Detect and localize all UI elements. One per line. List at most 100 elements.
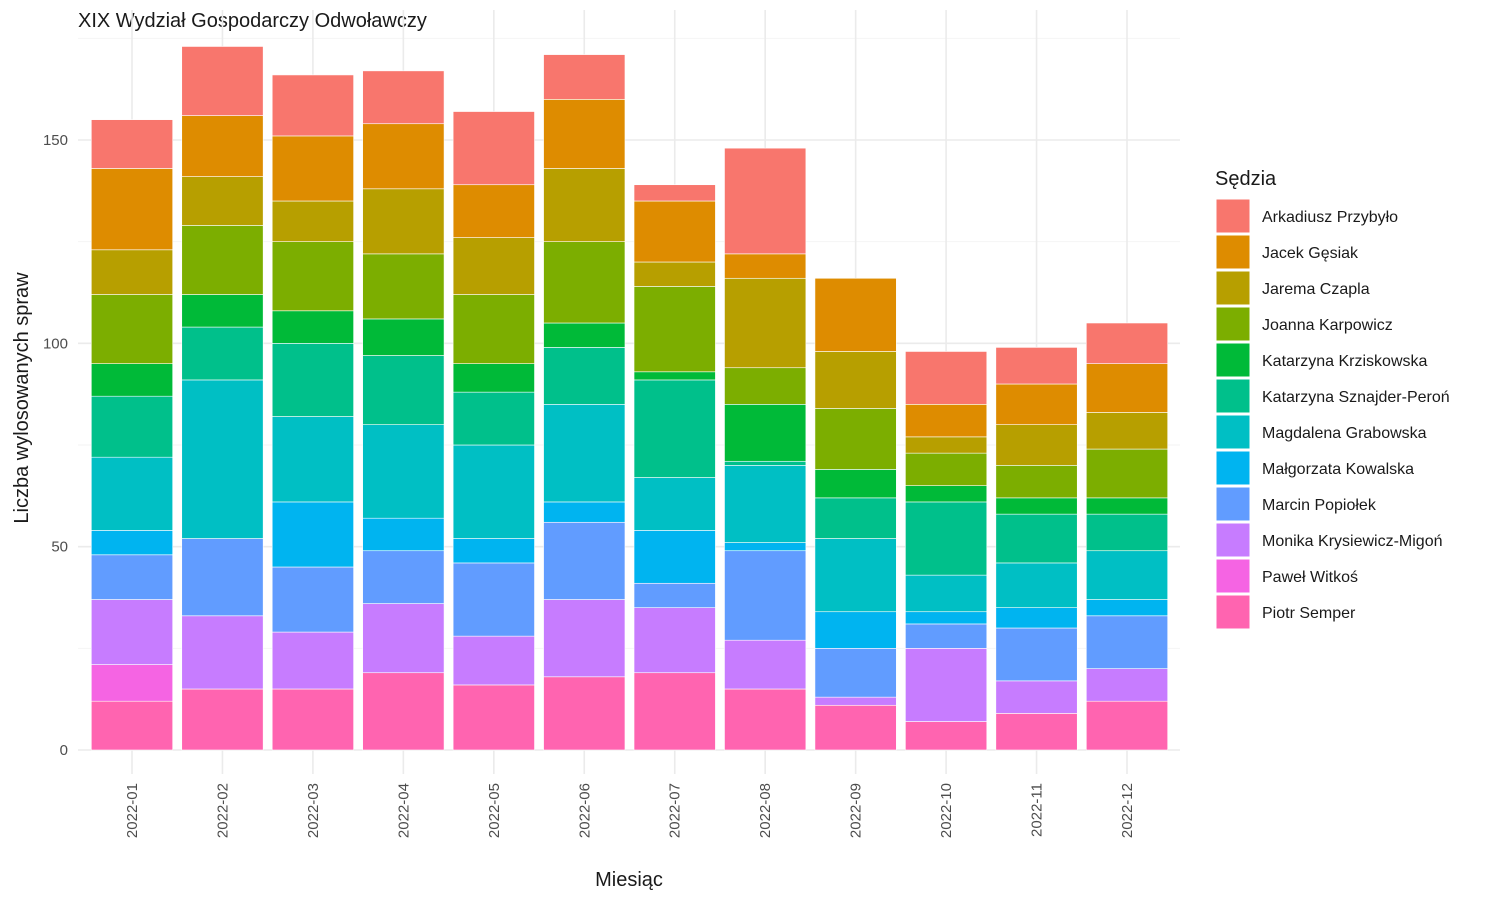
- bar-segment: [362, 123, 445, 190]
- bar-stack: [633, 184, 716, 751]
- bar-segment: [995, 713, 1078, 751]
- legend-label: Joanna Karpowicz: [1262, 317, 1393, 334]
- x-tick-label: 2022-07: [667, 783, 684, 838]
- bar-segment: [543, 99, 626, 169]
- bar-segment: [543, 54, 626, 100]
- bar-segment: [271, 501, 354, 568]
- bar-segment: [995, 347, 1078, 385]
- bar-segment: [724, 465, 807, 543]
- bar-segment: [452, 444, 535, 539]
- y-axis-title: Liczba wylosowanych spraw: [11, 272, 33, 524]
- bar-segment: [905, 611, 988, 625]
- y-tick-label: 50: [51, 539, 68, 556]
- bar-segment: [633, 371, 716, 381]
- bar-segment: [1085, 700, 1169, 751]
- bar-segment: [905, 648, 988, 722]
- bar-segment: [90, 700, 174, 751]
- bar-segment: [452, 562, 535, 637]
- bar-segment: [362, 672, 445, 751]
- bar-segment: [1085, 412, 1169, 450]
- bar-segment: [181, 176, 264, 226]
- bar-segment: [995, 383, 1078, 425]
- bar-segment: [724, 404, 807, 462]
- bars: [90, 46, 1169, 751]
- bar-stack: [543, 54, 626, 751]
- bar-segment: [1085, 615, 1169, 669]
- bar-segment: [905, 436, 988, 454]
- bar-stack: [724, 147, 807, 751]
- bar-segment: [362, 550, 445, 604]
- bar-segment: [271, 688, 354, 751]
- bar-segment: [181, 225, 264, 295]
- bar-segment: [271, 566, 354, 633]
- bar-segment: [814, 408, 897, 470]
- bar-segment: [452, 184, 535, 238]
- bar-stack: [452, 111, 535, 751]
- bar-segment: [362, 517, 445, 552]
- bar-segment: [633, 261, 716, 287]
- bar-segment: [814, 497, 897, 539]
- bar-segment: [724, 550, 807, 641]
- bar-segment: [724, 639, 807, 690]
- bar-segment: [905, 404, 988, 438]
- bar-segment: [181, 538, 264, 617]
- legend-item: Monika Krysiewicz-Migoń: [1215, 522, 1443, 558]
- bar-segment: [362, 318, 445, 356]
- bar-segment: [814, 538, 897, 613]
- bar-segment: [814, 351, 897, 409]
- legend-label: Jacek Gęsiak: [1262, 245, 1359, 262]
- bar-stack: [905, 351, 988, 751]
- bar-segment: [452, 237, 535, 295]
- bar-segment: [633, 477, 716, 531]
- bar-segment: [543, 501, 626, 523]
- bar-stack: [995, 347, 1078, 751]
- bar-segment: [724, 277, 807, 369]
- bar-segment: [90, 294, 174, 364]
- bar-segment: [1085, 550, 1169, 600]
- x-tick-label: 2022-02: [214, 783, 231, 838]
- bar-stack: [1085, 322, 1169, 751]
- bar-segment: [814, 611, 897, 649]
- x-tick-label: 2022-05: [486, 783, 503, 838]
- bar-segment: [905, 574, 988, 613]
- bar-segment: [543, 404, 626, 503]
- bar-segment: [905, 721, 988, 751]
- bar-segment: [452, 538, 535, 564]
- x-tick-label: 2022-03: [305, 783, 322, 838]
- legend-item: Jacek Gęsiak: [1215, 234, 1359, 270]
- bar-segment: [90, 554, 174, 600]
- bar-segment: [1085, 599, 1169, 617]
- legend-swatch: [1215, 594, 1251, 630]
- x-tick-label: 2022-01: [124, 783, 141, 838]
- bar-segment: [724, 688, 807, 751]
- bar-stack: [90, 119, 174, 751]
- bar-stack: [271, 74, 354, 751]
- bar-segment: [633, 530, 716, 584]
- legend-item: Magdalena Grabowska: [1215, 414, 1427, 450]
- bar-segment: [362, 188, 445, 255]
- bar-segment: [90, 456, 174, 531]
- bar-segment: [814, 277, 897, 352]
- legend-item: Arkadiusz Przybyło: [1215, 198, 1398, 234]
- x-tick-label: 2022-11: [1029, 783, 1046, 837]
- bar-segment: [90, 119, 174, 169]
- bar-segment: [905, 501, 988, 576]
- bar-segment: [995, 607, 1078, 629]
- legend-swatch: [1215, 522, 1251, 558]
- bar-segment: [362, 253, 445, 320]
- bar-segment: [995, 465, 1078, 499]
- y-tick-label: 150: [43, 132, 68, 149]
- bar-segment: [724, 367, 807, 405]
- bar-segment: [633, 607, 716, 674]
- legend-label: Marcin Popiołek: [1262, 497, 1377, 514]
- bar-segment: [271, 310, 354, 344]
- legend-item: Katarzyna Krziskowska: [1215, 342, 1427, 378]
- bar-segment: [633, 200, 716, 263]
- legend-label: Katarzyna Sznajder-Peroń: [1262, 389, 1450, 406]
- bar-segment: [271, 416, 354, 503]
- bar-segment: [724, 542, 807, 552]
- bar-segment: [995, 680, 1078, 714]
- bar-segment: [271, 200, 354, 242]
- bar-segment: [452, 111, 535, 186]
- bar-segment: [452, 294, 535, 364]
